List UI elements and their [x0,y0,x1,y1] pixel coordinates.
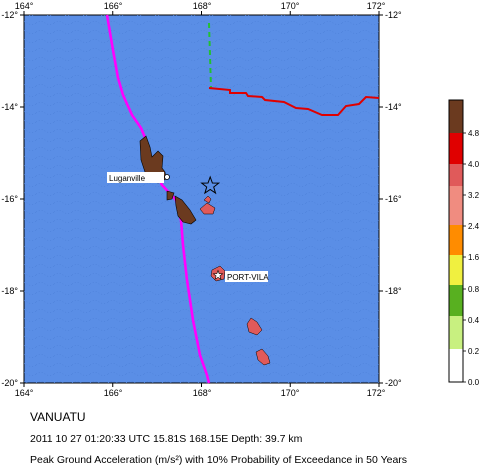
boundary-red [208,87,380,116]
map-title: VANUATU [30,410,86,424]
place-port-vila: PORT-VILA [212,269,269,282]
legend-swatch [449,255,463,285]
lat-label: -20° [1,378,18,388]
legend-frame [448,99,464,383]
lat-label: -18° [1,286,18,296]
city-marker-icon [164,174,170,180]
legend-swatch [449,225,463,255]
legend-swatch [449,316,463,349]
place-label-bg [107,172,164,183]
lat-label: -14° [1,102,18,112]
lon-label: 172° [367,1,386,11]
legend-tick-label: 0.2 [468,347,480,356]
legend-tick-label: 4.8 [468,129,480,138]
legend-tick-label: 3.2 [468,191,480,200]
lat-label: -16° [385,194,402,204]
legend-tick-label: 2.4 [468,222,480,231]
lon-label: 168° [193,388,212,398]
lon-label: 166° [104,388,123,398]
island-small-1 [203,195,212,204]
lat-label: -18° [385,286,402,296]
legend-swatch [449,285,463,316]
legend-swatch [449,349,463,382]
lon-label: 164° [15,1,34,11]
capital-star-icon [212,269,224,280]
legend-tick-label: 4.0 [468,160,480,169]
plate-boundary [105,14,211,384]
legend-tick-label: 0.0 [468,378,480,387]
lon-label: 164° [15,388,34,398]
lon-label: 172° [367,388,386,398]
map-panel: Luganville PORT-VILA 164° 166° 168° 170°… [1,1,402,398]
place-label-bg [225,271,268,282]
malakula-island [174,195,197,225]
event-details: 2011 10 27 01:20:33 UTC 15.81S 168.15E D… [30,433,303,445]
legend-swatch [449,186,463,225]
legend-tick-label: 0.8 [468,285,480,294]
legend-tick-label: 0.4 [468,316,480,325]
color-legend: 0.0 0.2 0.4 0.8 1.6 2.4 3.2 4.0 4.8 [448,99,480,387]
map-description: Peak Ground Acceleration (m/s²) with 10%… [30,454,408,466]
lat-label: -12° [385,10,402,20]
lat-label: -16° [1,194,18,204]
epicenter-star-icon [200,175,221,195]
erromango-island [246,317,263,336]
axis-ticks [20,11,383,387]
island-aore [166,190,175,201]
lat-label: -12° [1,10,18,20]
lon-label: 170° [281,1,300,11]
legend-tick-label: 1.6 [468,253,480,262]
lon-label: 168° [193,1,212,11]
place-label-port-vila: PORT-VILA [227,273,269,282]
boundary-dashed [208,22,212,89]
ocean-texture [24,15,379,383]
legend-swatch [449,100,463,133]
lon-label: 166° [104,1,123,11]
tanna-island [255,348,271,366]
place-label-luganville: Luganville [109,174,146,183]
legend-swatch [449,133,463,164]
lat-label: -14° [385,102,402,112]
lon-label: 170° [281,388,300,398]
legend-swatch [449,164,463,186]
place-luganville: Luganville [107,172,170,183]
lat-label: -20° [385,378,402,388]
island-ambrym [199,202,216,215]
